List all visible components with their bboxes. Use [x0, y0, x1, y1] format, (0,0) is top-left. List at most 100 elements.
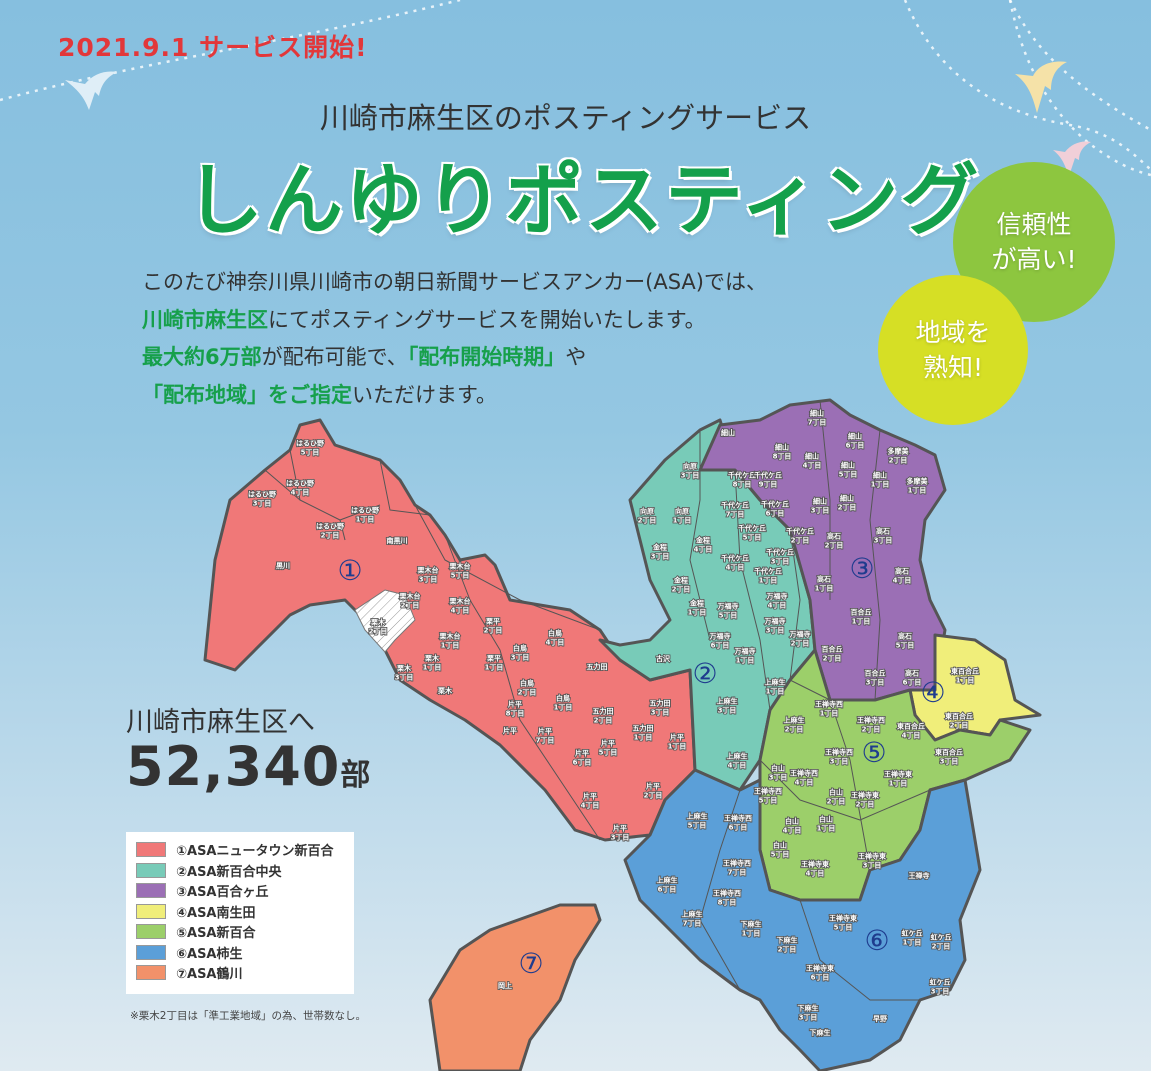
area-label: 白山 5丁目	[771, 841, 790, 859]
intro-text-part: が配布可能で、	[261, 345, 408, 369]
area-boundary	[289, 449, 381, 521]
intro-text-part: にてポスティングサービスを開始いたします。	[268, 307, 706, 332]
area-label: 東百合丘 2丁目	[945, 712, 973, 730]
legend-swatch	[136, 842, 166, 857]
area-label: 多摩美 1丁目	[907, 477, 929, 495]
zone-number-marker: ⑥	[864, 924, 889, 957]
local-knowledge-bubble: 地域を 熟知!	[878, 275, 1028, 425]
area-label: 片平 8丁目	[506, 700, 525, 718]
area-label: 片平 3丁目	[611, 824, 630, 842]
area-label: 王禅寺東 3丁目	[858, 852, 887, 870]
area-label: 高石 2丁目	[825, 532, 844, 550]
area-label: はるひ野 3丁目	[248, 490, 276, 508]
area-label: 万福寺 6丁目	[709, 632, 731, 650]
intro-text: このたび神奈川県川崎市の朝日新聞サービスアンカー(ASA)では、 川崎市麻生区に…	[142, 264, 767, 414]
area-label: 多摩美 2丁目	[888, 447, 910, 465]
area-label: 王禅寺	[909, 871, 930, 880]
area-label: 王禅寺東 5丁目	[829, 914, 858, 932]
intro-line-4: 「配布地域」をご指定いただけます。	[142, 377, 767, 415]
area-label: 万福寺 4丁目	[766, 592, 788, 610]
area-boundary	[759, 759, 931, 821]
area-label: 栗木台 4丁目	[450, 597, 471, 615]
bird-icon	[1015, 61, 1067, 113]
area-label: 片平	[503, 726, 517, 735]
area-label: 下麻生 3丁目	[798, 1004, 819, 1022]
zone-7-tsurukawa	[428, 903, 602, 1071]
subtitle-text: 川崎市麻生区のポスティングサービス	[319, 101, 812, 135]
area-label: 細山 8丁目	[773, 443, 792, 461]
area-label: 王禅寺西 7丁目	[723, 859, 751, 877]
legend-swatch	[136, 924, 166, 939]
legend-label: ②ASA新百合中央	[176, 864, 282, 880]
legend-label: ①ASAニュータウン新百合	[176, 844, 334, 859]
area-label: 五力田 1丁目	[633, 724, 654, 742]
circulation-count: 52,340部	[126, 735, 371, 798]
area-label: 王禅寺西 4丁目	[790, 769, 818, 787]
subtitle: 川崎市麻生区のポスティングサービス	[0, 95, 1151, 137]
intro-line-2: 川崎市麻生区にてポスティングサービスを開始いたします。	[142, 302, 767, 340]
area-label: 五力田 3丁目	[650, 699, 671, 717]
area-label: 下麻生	[810, 1028, 831, 1037]
area-label: 東百合丘 4丁目	[897, 722, 925, 740]
area-label: 上麻生 4丁目	[727, 752, 748, 770]
area-label: 向原 2丁目	[638, 507, 657, 525]
area-boundary	[699, 789, 741, 991]
area-label: 王禅寺西 5丁目	[754, 787, 782, 805]
zone-3-yurigaoka	[698, 398, 947, 702]
area-label: 高石 3丁目	[874, 527, 893, 545]
area-label: 細山 5丁目	[839, 461, 858, 479]
area-label: はるひ野 5丁目	[296, 439, 324, 457]
area-label: 白鳥 4丁目	[546, 629, 565, 647]
area-label: 細山 1丁目	[871, 471, 890, 489]
area-label: 下麻生 1丁目	[741, 920, 762, 938]
area-label: 金程 3丁目	[651, 543, 670, 561]
area-label: 細山	[721, 428, 735, 437]
area-label: 王禅寺西 1丁目	[815, 700, 843, 718]
area-label: 栗木 3丁目	[395, 664, 414, 682]
area-label: 金程 4丁目	[694, 536, 713, 554]
area-label: 百合丘 3丁目	[865, 669, 886, 687]
area-label: 細山 2丁目	[838, 494, 857, 512]
legend-item: ⑥ASA柿生	[136, 943, 243, 962]
local-knowledge-text: 地域を 熟知!	[915, 318, 991, 382]
area-boundary	[414, 504, 601, 631]
area-label: 栗平 1丁目	[485, 655, 504, 672]
circulation-value: 52,340	[126, 735, 341, 798]
legend-item: ③ASA百合ヶ丘	[136, 881, 269, 900]
area-boundary	[799, 899, 920, 1001]
area-label: 虹ケ丘 1丁目	[902, 929, 923, 947]
area-label: 片平 6丁目	[573, 749, 592, 767]
area-label: 王禅寺東 6丁目	[806, 964, 835, 982]
area-label: 向原 1丁目	[673, 507, 692, 525]
area-label: 白山 3丁目	[769, 764, 788, 782]
area-label: 早野	[873, 1014, 887, 1023]
area-label: 王禅寺東 4丁目	[801, 860, 830, 878]
footnote: ※栗木2丁目は「準工業地域」の為、世帯数なし。	[130, 1010, 366, 1022]
intro-text-part: いただけます。	[352, 382, 497, 407]
area-label: 岡上	[498, 981, 512, 990]
area-boundary	[379, 459, 431, 516]
area-label: 栗木	[438, 686, 453, 695]
intro-line-3: 最大約6万部が配布可能で、「配布開始時期」や	[142, 339, 767, 377]
circulation-label: 川崎市麻生区へ	[126, 707, 315, 738]
area-label: 万福寺 1丁目	[734, 647, 756, 665]
zone-number-marker: ③	[849, 552, 874, 585]
zone-number-marker: ①	[337, 554, 362, 587]
area-label: 上麻生 6丁目	[657, 876, 678, 894]
area-label: はるひ野 1丁目	[351, 506, 379, 524]
legend-label: ⑤ASA新百合	[176, 926, 256, 941]
area-boundary	[734, 469, 771, 711]
circulation-unit: 部	[340, 758, 372, 793]
legend-label: ③ASA百合ヶ丘	[176, 885, 269, 900]
area-label: 万福寺 5丁目	[717, 602, 739, 620]
area-label: 上麻生 5丁目	[687, 812, 708, 830]
map-legend: ①ASAニュータウン新百合 ②ASA新百合中央 ③ASA百合ヶ丘 ④ASA南生田 ⑤AS…	[126, 832, 354, 994]
area-label: 高石 4丁目	[893, 567, 912, 585]
area-label: 片平 4丁目	[581, 792, 600, 810]
area-label: 万福寺 2丁目	[789, 630, 811, 648]
area-label: 百合丘 1丁目	[851, 608, 872, 626]
legend-item: ⑤ASA新百合	[136, 922, 256, 941]
area-label: 向原 3丁目	[681, 462, 700, 480]
area-label: 東百合丘 1丁目	[951, 667, 979, 685]
zone-number-marker: ⑤	[861, 736, 886, 769]
